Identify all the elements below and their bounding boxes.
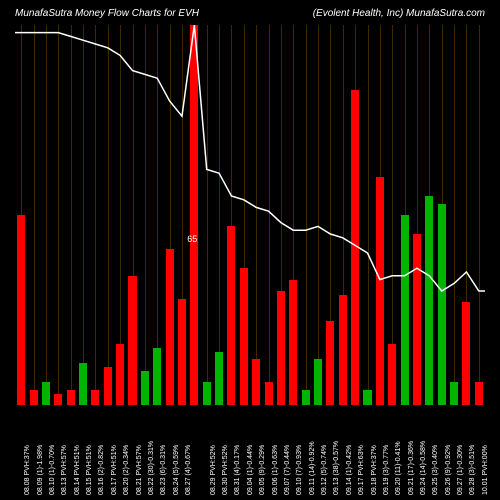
x-tick-label: 09.28 (3)-0.51%	[469, 445, 476, 495]
x-tick-label: 08.21 PVH:57%	[136, 445, 143, 495]
x-tick-label: 08.31 (4)-0.17%	[234, 445, 241, 495]
x-tick-label: 09.21 (17)-0.36%	[408, 441, 415, 495]
x-tick-label: 09.14 (1)-0.42%	[346, 445, 353, 495]
x-tick-label: 08.17 PVH:51%	[111, 445, 118, 495]
x-tick-label: 08.22 (30)-0.31%	[148, 441, 155, 495]
center-marker: 65	[187, 234, 197, 244]
x-tick-label: 08.16 (2)-0.82%	[98, 445, 105, 495]
x-tick-label: 09.13 (38)-0.57%	[333, 441, 340, 495]
x-tick-label: 08.15 PVH:51%	[86, 445, 93, 495]
x-tick-label: 09.11 (14)-0.92%	[309, 441, 316, 495]
x-tick-label: 09.06 (1)-0.63%	[272, 445, 279, 495]
x-tick-label: 09.05 (9)-0.29%	[259, 445, 266, 495]
title-left: MunafaSutra Money Flow Charts for EVH	[15, 8, 199, 19]
x-tick-label: 08.23 (6)-0.31%	[160, 445, 167, 495]
chart-header: MunafaSutra Money Flow Charts for EVH (E…	[0, 8, 500, 19]
x-axis-labels: 08.08 PVH:37% 08.09 (1)-1.98% 08.10 (1)-0.…	[15, 405, 485, 500]
x-tick-label: 08.13 PVH:57%	[61, 445, 68, 495]
x-tick-label: 09.26 (9)-0.92%	[445, 445, 452, 495]
x-tick-label: 09.20 (11)-0.41%	[395, 441, 402, 495]
x-tick-label: 08.09 (1)-1.98%	[37, 445, 44, 495]
price-line	[15, 25, 485, 405]
x-tick-label: 08.20 (2)-0.34%	[123, 445, 130, 495]
x-tick-label: 09.07 (7)-0.44%	[284, 445, 291, 495]
x-tick-label: 09.25 (3)-0.40%	[432, 445, 439, 495]
plot-area: 65	[15, 25, 485, 405]
x-tick-label: 08.29 PVH:52%	[210, 445, 217, 495]
x-tick-label: 09.18 PVH:37%	[371, 445, 378, 495]
x-tick-label: 09.24 (14)-0.58%	[420, 441, 427, 495]
title-right: (Evolent Health, Inc) MunafaSutra.com	[313, 8, 485, 19]
x-tick-label: 10.01 PVH:00%	[482, 445, 489, 495]
x-tick-label: 09.12 (5)-0.74%	[321, 445, 328, 495]
x-tick-label: 09.17 PVH:63%	[358, 445, 365, 495]
x-tick-label: 08.14 PVH:51%	[74, 445, 81, 495]
x-tick-label: 09.27 (1)-0.30%	[457, 445, 464, 495]
money-flow-chart: MunafaSutra Money Flow Charts for EVH (E…	[0, 0, 500, 500]
x-tick-label: 09.04 (1)-0.44%	[247, 445, 254, 495]
x-tick-label: 08.08 PVH:37%	[24, 445, 31, 495]
x-tick-label: 09.19 (3)-0.77%	[383, 445, 390, 495]
x-tick-label: 08.24 (5)-0.59%	[173, 445, 180, 495]
x-tick-label: 08.10 (1)-0.70%	[49, 445, 56, 495]
x-tick-label: 09.10 (7)-0.93%	[296, 445, 303, 495]
x-tick-label: 08.30 PVH:52%	[222, 445, 229, 495]
x-tick-label: 08.27 (4)-0.67%	[185, 445, 192, 495]
